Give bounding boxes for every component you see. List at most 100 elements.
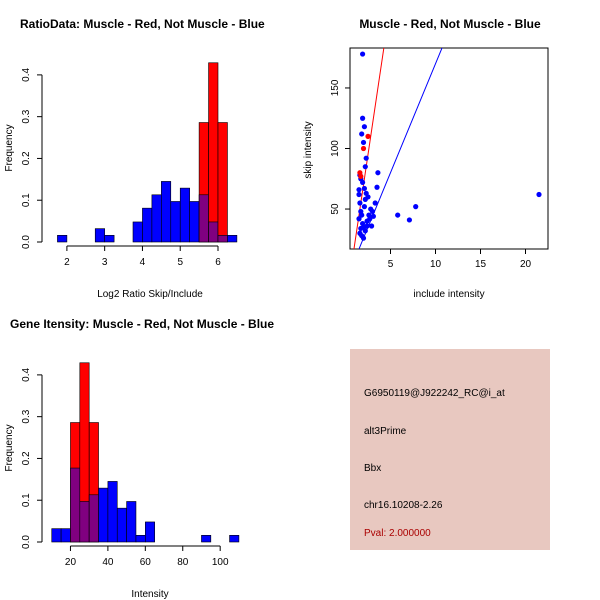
scatter-point-not-muscle — [374, 184, 380, 190]
scatter-x-tick-label: 5 — [388, 259, 394, 270]
ratio-bar-not-muscle — [151, 194, 162, 243]
scatter-point-muscle — [358, 173, 364, 179]
ratio-histogram-xlabel: Log2 Ratio Skip/Include — [97, 289, 203, 300]
scatter-point-muscle — [360, 145, 367, 152]
scatter-axes: 5 10 15 20 50 100 150 — [330, 79, 531, 270]
ratio-x-tick-label: 3 — [102, 257, 108, 268]
intensity-x-tick-label: 20 — [65, 557, 77, 568]
intensity-bar-not-muscle — [229, 535, 240, 543]
scatter-y-tick-label: 100 — [330, 140, 341, 157]
ratio-x-tick-label: 6 — [215, 257, 221, 268]
intensity-y-tick-label: 0.2 — [21, 451, 32, 465]
scatter-point-muscle — [365, 133, 371, 139]
info-panel-background — [350, 349, 550, 550]
scatter-point-not-muscle — [361, 185, 367, 192]
info-location: chr16.10208-2.26 — [364, 500, 443, 511]
scatter-point-not-muscle — [364, 223, 370, 229]
ratio-histogram-title: RatioData: Muscle - Red, Not Muscle - Bl… — [20, 17, 265, 31]
ratio-bar-not-muscle — [189, 201, 200, 243]
info-probe-id: G6950119@J922242_RC@i_at — [364, 388, 505, 399]
ratio-bar-not-muscle — [161, 181, 172, 243]
scatter-point-not-muscle — [359, 131, 365, 137]
scatter-point-not-muscle — [356, 216, 362, 222]
scatter-point-not-muscle — [369, 208, 376, 215]
intensity-histogram-title: Gene Itensity: Muscle - Red, Not Muscle … — [10, 317, 274, 331]
ratio-histogram-axes: 2 3 4 5 6 0.0 0.1 0.2 0.3 0.4 — [21, 68, 221, 268]
scatter-x-tick-label: 15 — [475, 259, 487, 270]
scatter-y-tick-label: 50 — [330, 203, 341, 215]
scatter-point-not-muscle — [363, 155, 369, 161]
scatter-point-not-muscle — [357, 200, 363, 206]
intensity-x-tick-label: 80 — [177, 557, 189, 568]
ratio-bar-muscle — [208, 62, 219, 243]
scatter-blue-line — [358, 48, 443, 249]
intensity-bar-not-muscle — [60, 528, 71, 543]
scatter-red-line — [353, 48, 385, 249]
scatter-point-not-muscle — [375, 170, 381, 176]
scatter-point-not-muscle — [360, 235, 367, 241]
ratio-bar-not-muscle — [179, 187, 190, 243]
intensity-bar-not-muscle — [126, 501, 137, 543]
scatter-point-not-muscle — [356, 187, 362, 193]
ratio-bar-not-muscle — [170, 201, 181, 243]
ratio-y-tick-label: 0.1 — [21, 193, 32, 207]
ratio-bar-not-muscle — [94, 228, 105, 243]
ratio-histogram-panel: RatioData: Muscle - Red, Not Muscle - Bl… — [4, 17, 265, 300]
scatter-point-not-muscle — [359, 212, 365, 218]
intensity-histogram-panel: Gene Itensity: Muscle - Red, Not Muscle … — [4, 317, 274, 600]
ratio-histogram-bars — [57, 62, 238, 243]
intensity-bar-overlap — [70, 467, 81, 543]
ratio-bar-not-muscle — [57, 235, 68, 243]
scatter-x-tick-label: 10 — [430, 259, 442, 270]
info-pval: Pval: 2.000000 — [364, 528, 431, 539]
ratio-bar-not-muscle — [227, 235, 238, 243]
intensity-y-tick-label: 0.0 — [21, 535, 32, 549]
ratio-bar-not-muscle — [142, 207, 153, 243]
intensity-histogram-bars — [51, 362, 240, 543]
intensity-y-tick-label: 0.4 — [21, 368, 32, 382]
scatter-point-not-muscle — [360, 139, 367, 146]
ratio-x-tick-label: 5 — [177, 257, 183, 268]
scatter-panel: Muscle - Red, Not Muscle - Blue 5 10 15 205… — [303, 17, 549, 300]
ratio-y-tick-label: 0.4 — [21, 68, 32, 82]
ratio-bar-not-muscle — [132, 221, 143, 243]
scatter-x-tick-label: 20 — [520, 259, 532, 270]
intensity-x-tick-label: 40 — [102, 557, 114, 568]
intensity-bar-not-muscle — [135, 535, 146, 543]
scatter-point-not-muscle — [360, 51, 366, 57]
ratio-bar-not-muscle — [104, 235, 115, 243]
scatter-point-not-muscle — [369, 223, 375, 229]
info-event-type: alt3Prime — [364, 426, 407, 437]
scatter-point-not-muscle — [356, 191, 362, 198]
ratio-bar-overlap — [208, 221, 219, 243]
scatter-point-not-muscle — [406, 217, 412, 223]
intensity-histogram-axes: 20 40 60 80 100 0.0 0.1 0.2 0.3 0.4 — [21, 368, 229, 568]
intensity-bar-not-muscle — [201, 535, 212, 543]
ratio-bar-muscle — [217, 122, 228, 243]
scatter-point-not-muscle — [536, 191, 542, 198]
intensity-bar-not-muscle — [98, 487, 109, 543]
intensity-bar-overlap — [88, 494, 99, 543]
intensity-bar-not-muscle — [145, 521, 155, 543]
info-panel: G6950119@J922242_RC@i_at alt3Prime Bbx c… — [350, 349, 550, 550]
scatter-regression-lines — [353, 48, 443, 249]
ratio-histogram-ylabel: Frequency — [4, 124, 15, 171]
scatter-point-not-muscle — [365, 194, 371, 200]
intensity-x-tick-label: 100 — [212, 557, 229, 568]
scatter-point-not-muscle — [413, 204, 419, 210]
scatter-point-not-muscle — [361, 204, 367, 210]
scatter-point-not-muscle — [360, 115, 366, 121]
scatter-point-not-muscle — [362, 164, 368, 170]
scatter-ylabel: skip intensity — [303, 121, 314, 178]
scatter-title: Muscle - Red, Not Muscle - Blue — [359, 17, 541, 31]
info-gene-name: Bbx — [364, 463, 381, 474]
ratio-bar-overlap — [217, 235, 228, 243]
ratio-bar-overlap — [198, 194, 209, 243]
scatter-point-not-muscle — [358, 225, 364, 232]
intensity-bar-not-muscle — [51, 528, 62, 543]
scatter-point-not-muscle — [395, 212, 401, 218]
intensity-bar-not-muscle — [107, 481, 118, 543]
scatter-xlabel: include intensity — [413, 289, 484, 300]
scatter-y-tick-label: 150 — [330, 79, 341, 96]
